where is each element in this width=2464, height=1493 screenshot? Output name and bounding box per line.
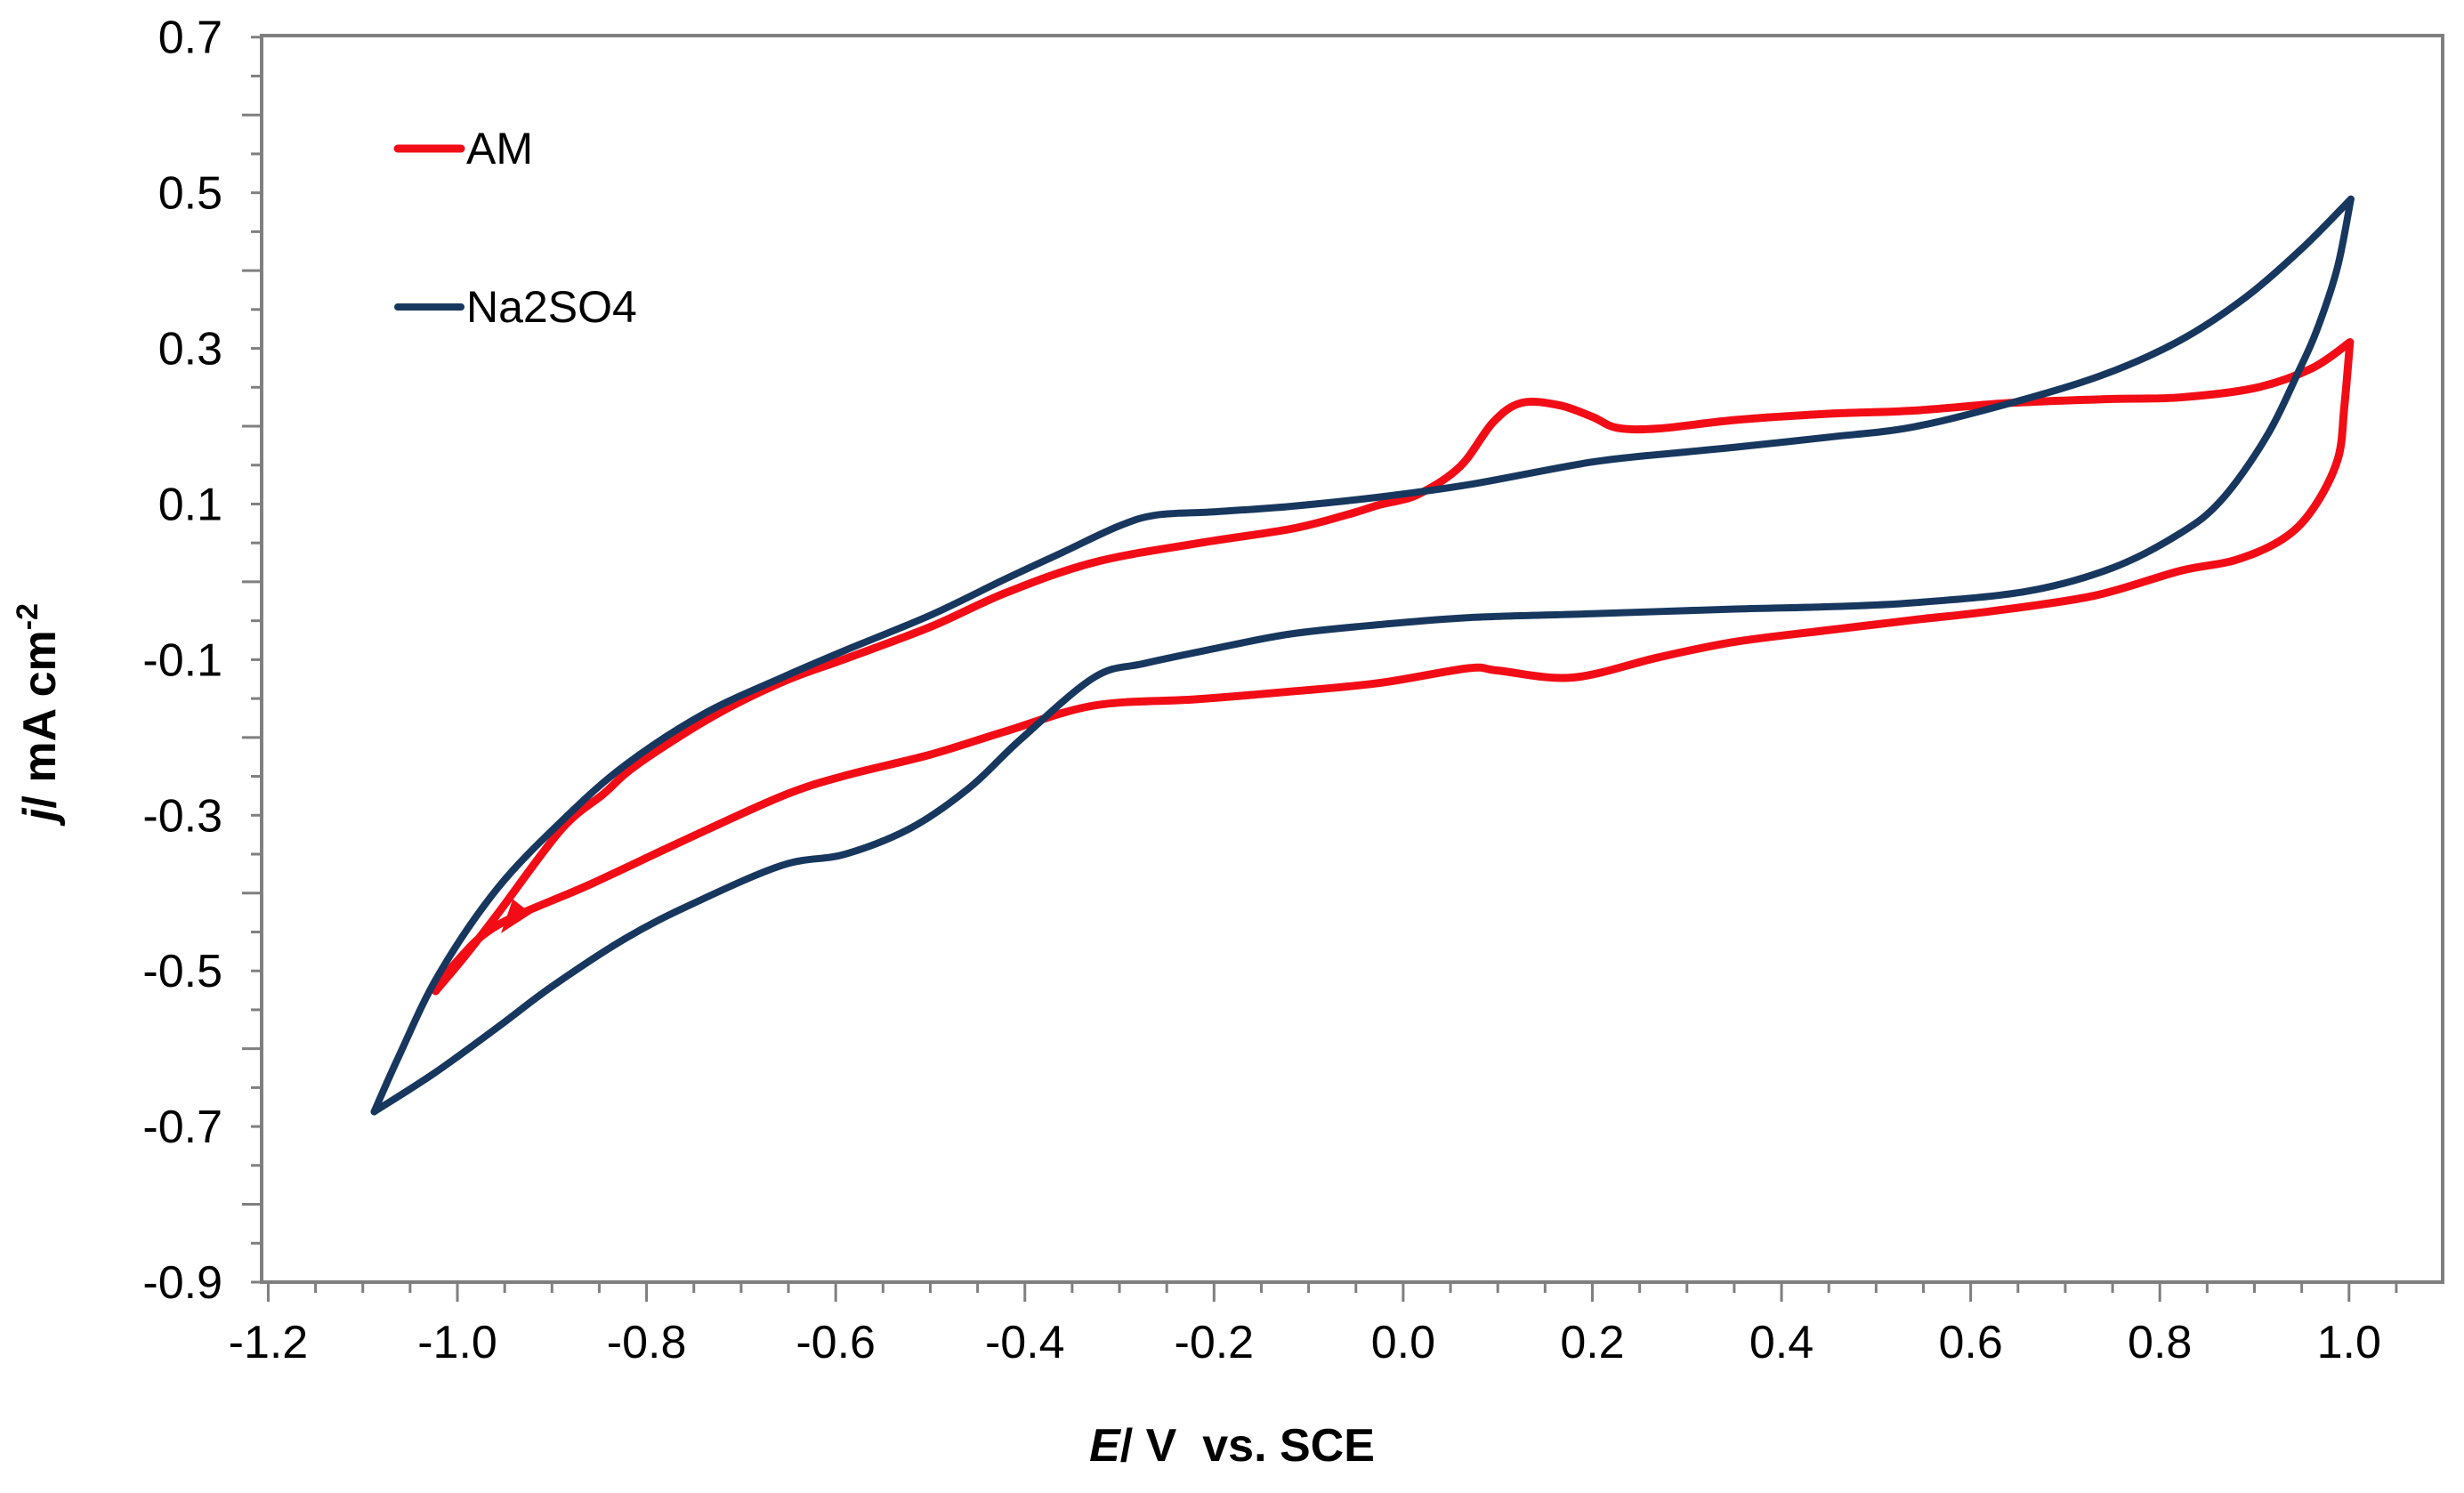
x-axis: -1.2 -1.0 -0.8 -0.6 -0.4 -0.2 0.0 0.2 0.4 0.6 0.8 1… xyxy=(229,1282,2398,1368)
y-tick-label: -0.7 xyxy=(142,1102,222,1153)
x-tick-label: -1.2 xyxy=(229,1317,309,1368)
y-axis-title-variable: j xyxy=(14,807,66,827)
y-tick-label: -0.5 xyxy=(142,946,222,997)
legend: AM Na2SO4 xyxy=(393,124,637,332)
y-tick-label: 0.1 xyxy=(158,479,222,530)
x-tick-label: 0.0 xyxy=(1371,1317,1435,1368)
y-tick-label: -0.3 xyxy=(142,790,222,842)
scan-direction-arrowhead xyxy=(501,899,532,933)
y-axis-title-superscript: -2 xyxy=(11,603,44,630)
x-tick-label: -0.6 xyxy=(796,1317,876,1368)
series-am-curve xyxy=(432,338,2355,996)
series-am-curve xyxy=(432,338,2355,996)
y-axis: 0.7 0.5 0.3 0.1 -0.1 -0.3 -0.5 -0.7 -0.9 xyxy=(142,12,262,1309)
x-tick-label: -0.2 xyxy=(1175,1317,1255,1368)
x-axis-title: E/ V vs. SCE xyxy=(1089,1420,1375,1472)
x-axis-title-variable: E xyxy=(1089,1420,1121,1472)
series-am xyxy=(432,338,2355,996)
x-tick-label: -0.8 xyxy=(607,1317,687,1368)
y-tick-label: -0.9 xyxy=(142,1257,222,1309)
x-tick-label: 1.0 xyxy=(2317,1317,2381,1368)
y-tick-label: 0.7 xyxy=(158,12,222,64)
x-tick-label: 0.2 xyxy=(1560,1317,1624,1368)
legend-item-am: AM xyxy=(393,124,533,174)
y-axis-title: j/ mA cm-2 xyxy=(11,603,66,827)
legend-label: Na2SO4 xyxy=(466,282,637,332)
x-tick-label: -0.4 xyxy=(985,1317,1065,1368)
series-na2so4-curve xyxy=(370,195,2355,1116)
y-tick-label: 0.5 xyxy=(158,168,222,220)
legend-item-na2so4: Na2SO4 xyxy=(394,282,637,332)
x-tick-label: 0.6 xyxy=(1938,1317,2002,1368)
y-tick-label: -0.1 xyxy=(142,634,222,686)
y-tick-label: 0.3 xyxy=(158,324,222,375)
legend-label: AM xyxy=(466,124,533,174)
series-na2so4 xyxy=(370,195,2355,1116)
x-tick-label: 0.4 xyxy=(1749,1317,1814,1368)
y-axis-title-units: / mA cm xyxy=(14,630,66,808)
x-tick-label: -1.0 xyxy=(417,1317,497,1368)
series-na2so4-curve xyxy=(370,195,2355,1116)
x-axis-title-units: / V vs. SCE xyxy=(1120,1420,1375,1472)
x-tick-label: 0.8 xyxy=(2128,1317,2192,1368)
